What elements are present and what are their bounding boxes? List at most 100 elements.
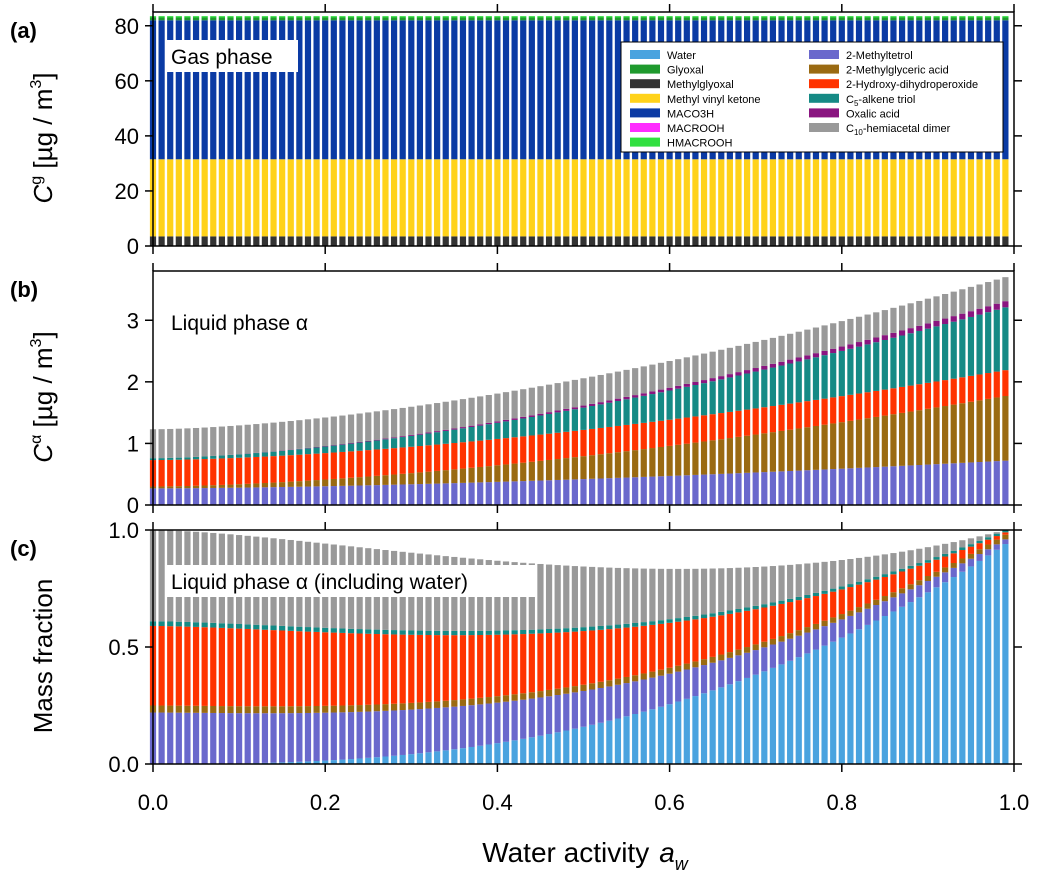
bar-stack bbox=[796, 564, 802, 764]
bar-segment-methylglyceric bbox=[468, 699, 474, 706]
bar-segment-methyltetrol bbox=[899, 466, 905, 505]
bar-segment-hydroxyperoxide bbox=[598, 428, 604, 454]
bar-segment-hydroxyperoxide bbox=[753, 408, 759, 434]
bar-segment-methylglyoxal bbox=[701, 236, 707, 246]
bar-stack bbox=[357, 414, 363, 506]
bar-segment-alkene_triol bbox=[417, 435, 423, 446]
bar-segment-hydroxyperoxide bbox=[632, 424, 638, 450]
bar-segment-hydroxyperoxide bbox=[1002, 532, 1008, 534]
bar-segment-water bbox=[804, 653, 810, 764]
bar-segment-methylglyceric bbox=[494, 696, 500, 702]
bar-segment-methyltetrol bbox=[460, 706, 466, 748]
bar-segment-methylglyceric bbox=[821, 621, 827, 626]
bar-segment-dimer bbox=[563, 566, 569, 629]
bar-segment-methylglyoxal bbox=[451, 236, 457, 246]
bar-segment-methylglyceric bbox=[976, 549, 982, 554]
bar-segment-methylglyceric bbox=[563, 687, 569, 693]
bar-segment-hydroxyperoxide bbox=[296, 455, 302, 481]
bar-segment-oxalic bbox=[649, 391, 655, 394]
bar-segment-hydroxyperoxide bbox=[555, 433, 561, 459]
bar-segment-hydroxyperoxide bbox=[778, 604, 784, 636]
bar-segment-mvk bbox=[821, 159, 827, 236]
bar-segment-alkene_triol bbox=[417, 631, 423, 635]
bar-segment-methyltetrol bbox=[494, 703, 500, 744]
bar-segment-alkene_triol bbox=[632, 623, 638, 627]
bar-segment-water bbox=[813, 650, 819, 764]
bar-segment-mvk bbox=[555, 159, 561, 236]
bar-segment-hmacrooh bbox=[684, 16, 690, 17]
bar-segment-maco3h bbox=[589, 20, 595, 159]
bar-segment-dimer bbox=[761, 340, 767, 366]
bar-segment-alkene_triol bbox=[391, 438, 397, 448]
bar-segment-hydroxyperoxide bbox=[184, 627, 190, 706]
bar-segment-oxalic bbox=[339, 444, 345, 445]
bar-segment-hydroxyperoxide bbox=[968, 547, 974, 554]
bar-segment-hmacrooh bbox=[856, 16, 862, 17]
bar-stack bbox=[236, 425, 242, 505]
bar-segment-mvk bbox=[667, 159, 673, 236]
bar-segment-hydroxyperoxide bbox=[563, 632, 569, 687]
bar-segment-methylglyoxal bbox=[908, 236, 914, 246]
bar-segment-methyltetrol bbox=[1002, 461, 1008, 505]
bar-segment-methylglyceric bbox=[598, 682, 604, 688]
bar-segment-hydroxyperoxide bbox=[443, 444, 449, 470]
bar-segment-hydroxyperoxide bbox=[976, 374, 982, 400]
bar-segment-oxalic bbox=[925, 323, 931, 328]
bar-segment-mvk bbox=[374, 159, 380, 236]
bar-stack bbox=[546, 385, 552, 505]
bar-segment-hydroxyperoxide bbox=[675, 622, 681, 666]
bar-segment-water bbox=[382, 757, 388, 765]
bar-segment-methyltetrol bbox=[710, 474, 716, 505]
bar-segment-hmacrooh bbox=[400, 16, 406, 17]
bar-stack bbox=[572, 16, 578, 246]
bar-segment-alkene_triol bbox=[477, 426, 483, 441]
bar-stack bbox=[658, 363, 664, 505]
bar-segment-glyoxal bbox=[675, 18, 681, 21]
bar-segment-oxalic bbox=[486, 423, 492, 424]
bar-segment-hydroxyperoxide bbox=[916, 384, 922, 410]
bar-segment-methyltetrol bbox=[735, 473, 741, 505]
bar-segment-water bbox=[623, 716, 629, 764]
bar-segment-hmacrooh bbox=[245, 16, 251, 17]
y-tick-label: 0.5 bbox=[108, 635, 139, 660]
bar-segment-maco3h bbox=[460, 20, 466, 159]
bar-segment-alkene_triol bbox=[425, 631, 431, 635]
bar-segment-maco3h bbox=[400, 20, 406, 159]
bar-segment-alkene_triol bbox=[537, 629, 543, 633]
bar-stack bbox=[425, 16, 431, 246]
bar-segment-dimer bbox=[856, 317, 862, 342]
bar-segment-methyltetrol bbox=[236, 713, 242, 763]
bar-segment-alkene_triol bbox=[468, 427, 474, 441]
bar-stack bbox=[443, 402, 449, 505]
bar-segment-glyoxal bbox=[262, 18, 268, 21]
bar-segment-methylglyoxal bbox=[942, 236, 948, 246]
bar-segment-mvk bbox=[692, 159, 698, 236]
bar-segment-methylglyceric bbox=[529, 692, 535, 698]
bar-segment-glyoxal bbox=[968, 18, 974, 21]
bar-segment-methyltetrol bbox=[959, 563, 965, 571]
bar-stack bbox=[813, 563, 819, 764]
bar-segment-alkene_triol bbox=[184, 457, 190, 459]
panel-c-letter: (c) bbox=[10, 536, 37, 561]
bar-segment-alkene_triol bbox=[744, 607, 750, 610]
bar-segment-water bbox=[546, 734, 552, 764]
bar-segment-methylglyoxal bbox=[718, 236, 724, 246]
bar-segment-alkene_triol bbox=[503, 630, 509, 634]
bar-segment-dimer bbox=[460, 399, 466, 427]
bar-segment-dimer bbox=[572, 566, 578, 628]
bar-segment-mvk bbox=[365, 159, 371, 236]
bar-segment-methylglyceric bbox=[933, 572, 939, 577]
bar-segment-water bbox=[847, 633, 853, 764]
bar-segment-methyltetrol bbox=[890, 597, 896, 611]
bar-segment-hydroxyperoxide bbox=[744, 410, 750, 436]
bar-segment-glyoxal bbox=[1002, 18, 1008, 21]
bar-segment-methyltetrol bbox=[331, 486, 337, 505]
bar-segment-mvk bbox=[675, 159, 681, 236]
bar-segment-dimer bbox=[684, 569, 690, 617]
bar-segment-alkene_triol bbox=[658, 392, 664, 420]
bar-segment-methyltetrol bbox=[821, 469, 827, 505]
bar-segment-alkene_triol bbox=[865, 344, 871, 392]
bar-segment-methylglyoxal bbox=[210, 236, 216, 246]
bar-segment-methyltetrol bbox=[589, 690, 595, 725]
